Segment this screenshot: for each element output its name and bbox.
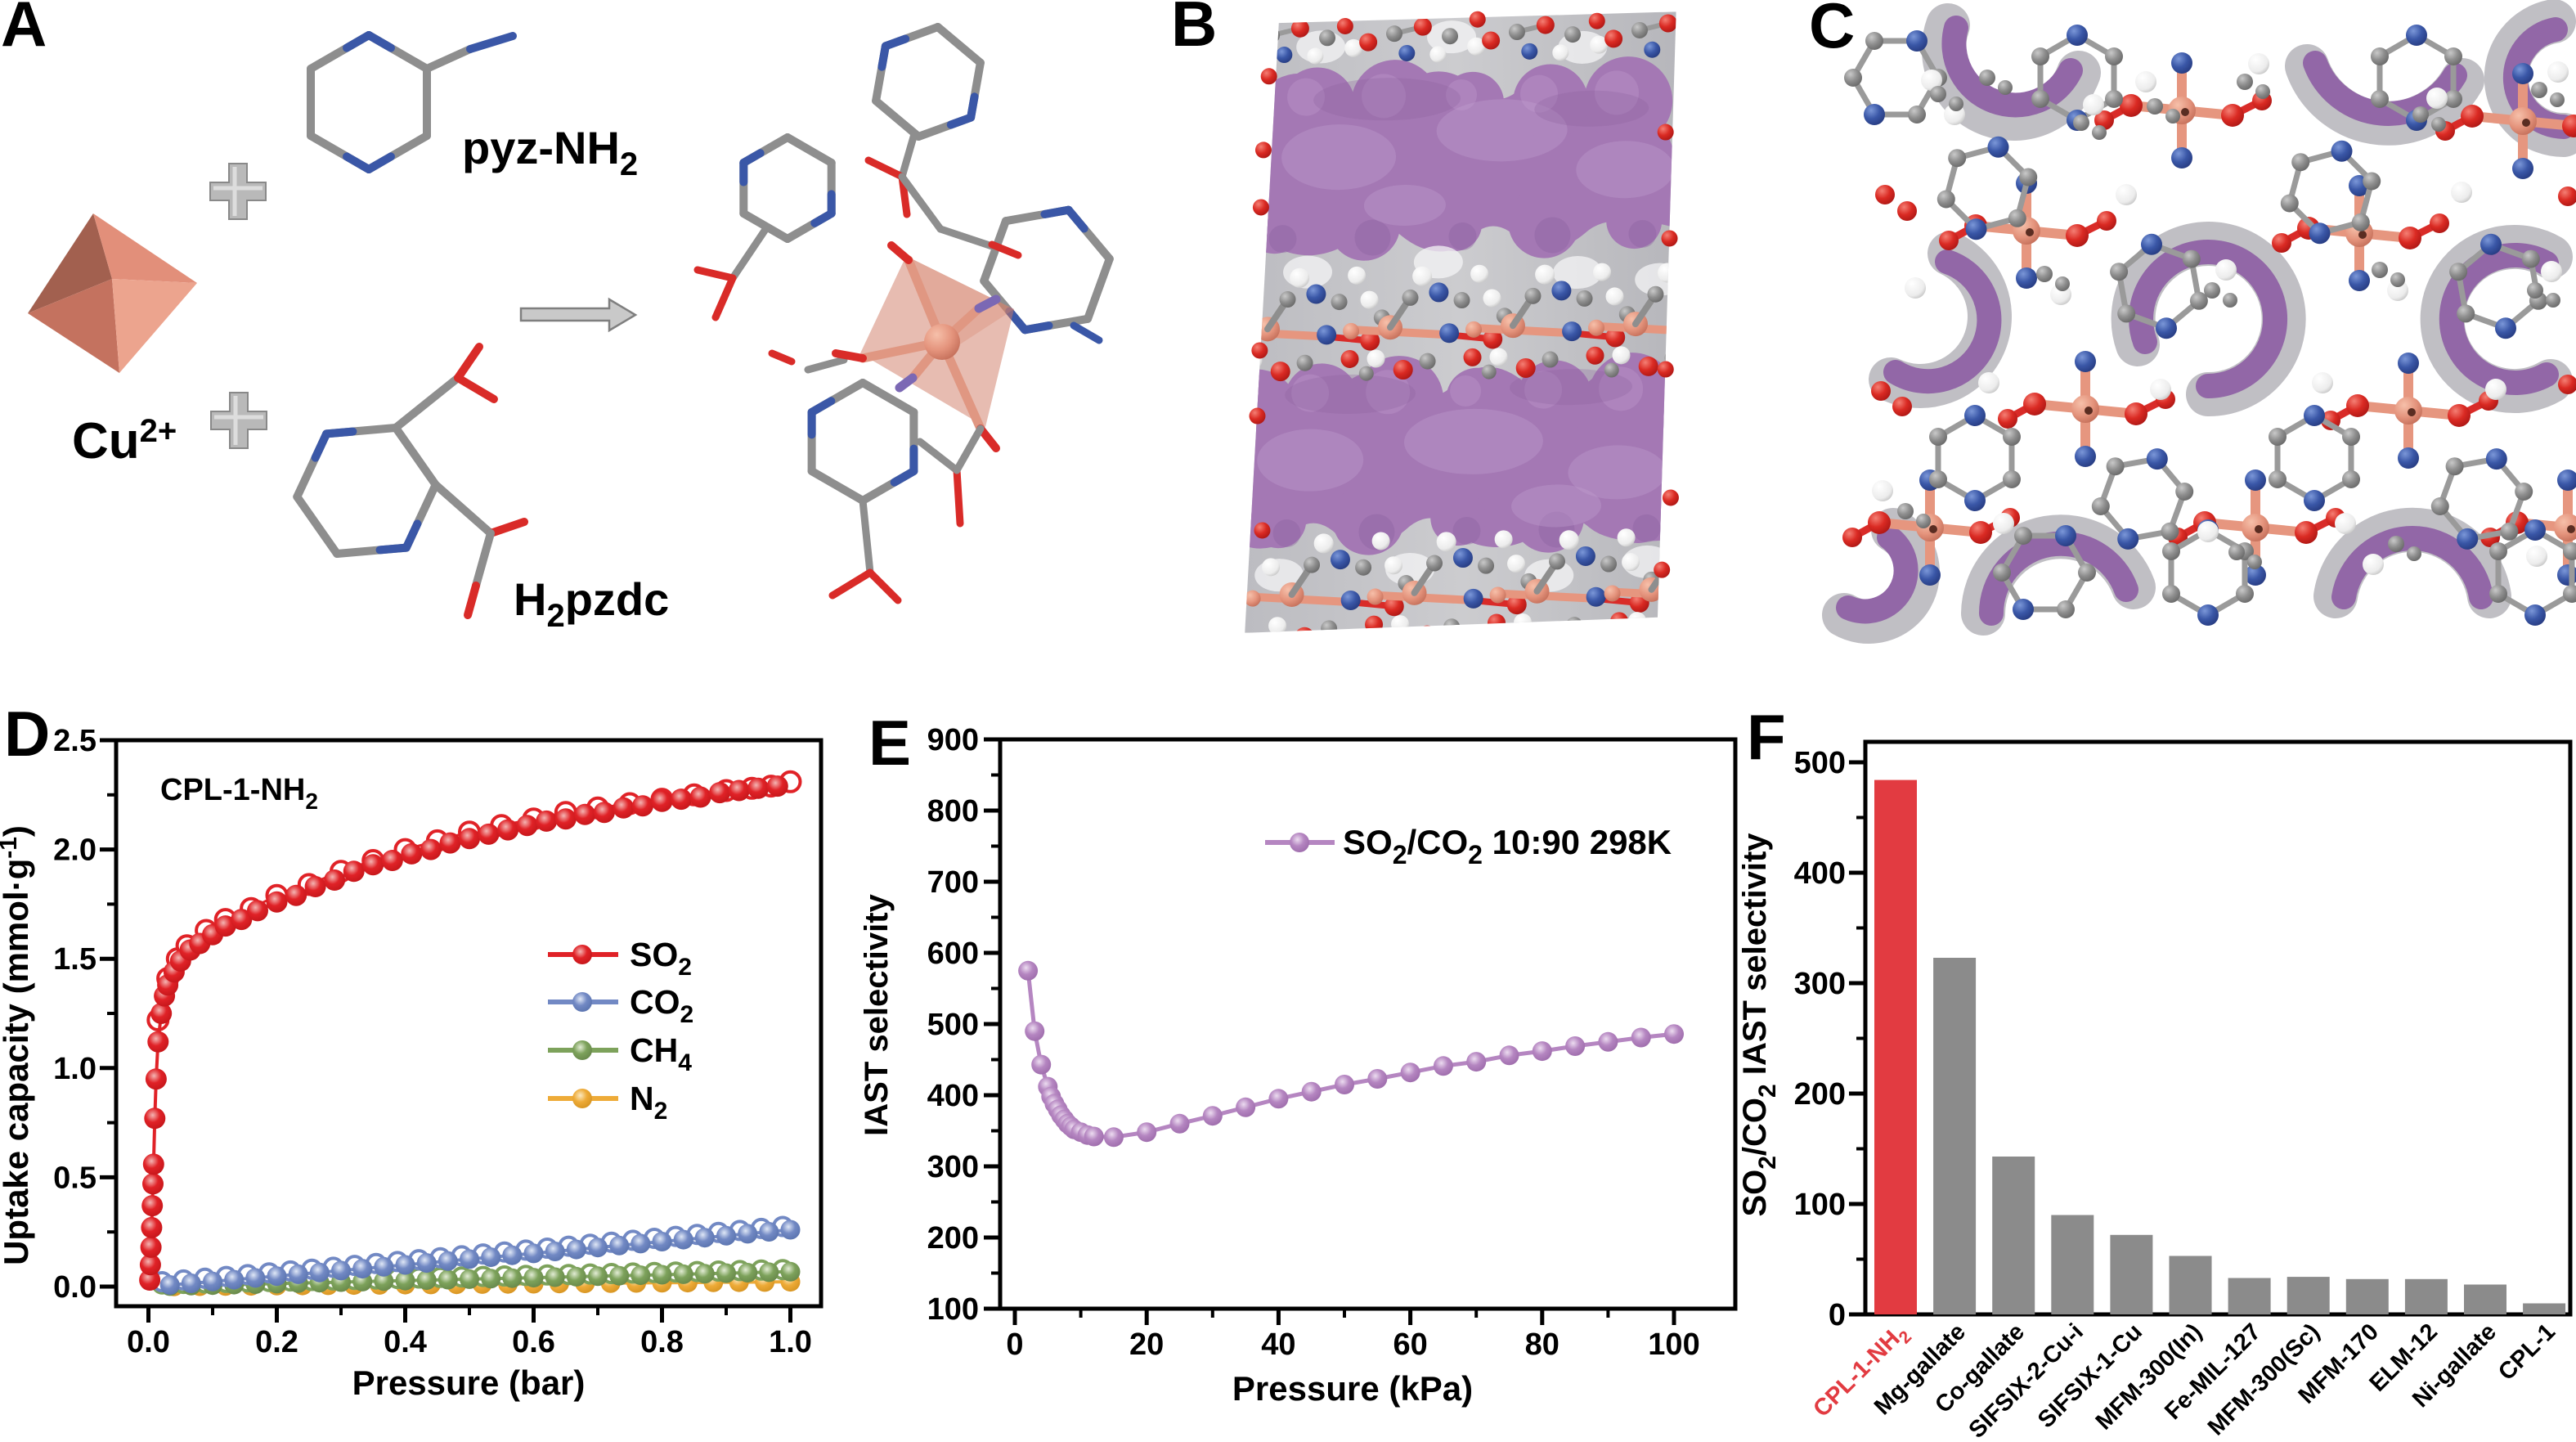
- svg-text:B: B: [1171, 0, 1217, 60]
- svg-text:700: 700: [927, 865, 979, 900]
- svg-text:1.0: 1.0: [769, 1325, 812, 1359]
- svg-text:Pressure (bar): Pressure (bar): [352, 1363, 586, 1402]
- svg-text:CPL-1-NH2: CPL-1-NH2: [160, 773, 318, 814]
- svg-text:CO2: CO2: [630, 983, 693, 1028]
- svg-text:300: 300: [927, 1150, 979, 1184]
- svg-text:0: 0: [1829, 1298, 1846, 1332]
- svg-text:20: 20: [1129, 1327, 1164, 1362]
- svg-text:100: 100: [927, 1292, 979, 1327]
- svg-text:H2pzdc: H2pzdc: [514, 573, 669, 634]
- svg-text:300: 300: [1794, 967, 1846, 1001]
- svg-text:80: 80: [1525, 1327, 1560, 1362]
- svg-text:400: 400: [927, 1079, 979, 1113]
- svg-text:Uptake capacity (mmol·g-1): Uptake capacity (mmol·g-1): [0, 825, 35, 1265]
- svg-text:0: 0: [1006, 1327, 1023, 1362]
- svg-text:100: 100: [1648, 1327, 1699, 1362]
- svg-text:200: 200: [1794, 1077, 1846, 1112]
- svg-text:500: 500: [1794, 746, 1846, 780]
- svg-text:500: 500: [927, 1008, 979, 1042]
- svg-text:1.0: 1.0: [53, 1052, 96, 1086]
- svg-text:0.0: 0.0: [127, 1325, 170, 1359]
- svg-text:200: 200: [927, 1221, 979, 1256]
- svg-text:100: 100: [1794, 1188, 1846, 1222]
- svg-text:E: E: [868, 707, 911, 779]
- svg-text:40: 40: [1261, 1327, 1295, 1362]
- svg-text:0.6: 0.6: [512, 1325, 555, 1359]
- svg-text:IAST selectivity: IAST selectivity: [859, 893, 895, 1135]
- svg-text:Cu2+: Cu2+: [72, 413, 177, 469]
- svg-text:2.5: 2.5: [53, 724, 96, 758]
- svg-text:0.0: 0.0: [53, 1270, 96, 1305]
- svg-text:0.5: 0.5: [53, 1161, 96, 1195]
- svg-text:900: 900: [927, 723, 979, 757]
- svg-text:800: 800: [927, 794, 979, 829]
- svg-text:0.8: 0.8: [640, 1325, 684, 1359]
- svg-text:Pressure (kPa): Pressure (kPa): [1232, 1369, 1473, 1408]
- svg-text:2.0: 2.0: [53, 833, 96, 868]
- svg-text:600: 600: [927, 937, 979, 971]
- svg-text:400: 400: [1794, 856, 1846, 891]
- svg-text:A: A: [1, 0, 47, 60]
- svg-text:1.5: 1.5: [53, 942, 96, 977]
- svg-text:0.2: 0.2: [255, 1325, 298, 1359]
- svg-text:0.4: 0.4: [384, 1325, 427, 1359]
- svg-text:F: F: [1747, 701, 1786, 773]
- svg-text:60: 60: [1393, 1327, 1427, 1362]
- svg-text:C: C: [1809, 0, 1855, 61]
- svg-text:pyz-NH2: pyz-NH2: [462, 122, 638, 182]
- svg-text:D: D: [4, 698, 50, 770]
